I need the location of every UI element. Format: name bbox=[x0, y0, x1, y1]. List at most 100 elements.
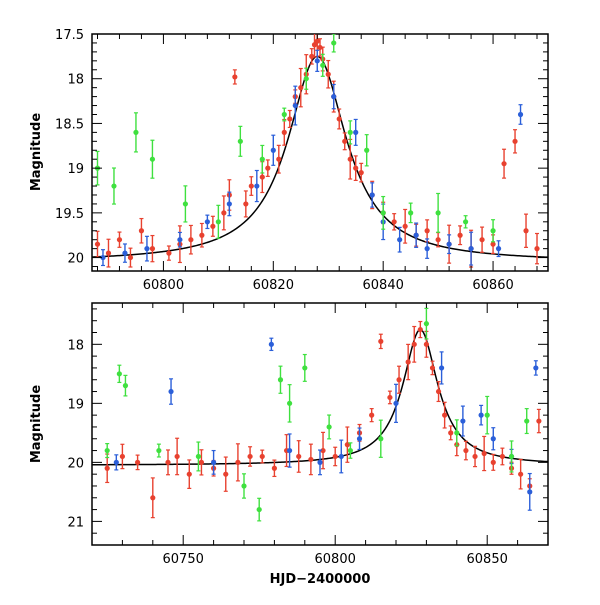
series-2 bbox=[94, 34, 496, 243]
data-point bbox=[336, 116, 342, 122]
data-point bbox=[204, 219, 210, 225]
model-curve bbox=[92, 55, 548, 258]
data-point bbox=[369, 412, 375, 418]
data-point bbox=[104, 465, 110, 471]
data-point bbox=[281, 129, 287, 135]
data-point bbox=[100, 254, 106, 261]
data-point bbox=[248, 183, 254, 189]
top-panel: Magnitude 60800 60820 60840 60860 17.5 18 18.5… bbox=[29, 28, 549, 293]
data-point bbox=[518, 471, 524, 477]
bottom-panel-frame bbox=[91, 302, 549, 546]
data-point bbox=[168, 388, 174, 395]
data-point bbox=[235, 459, 241, 465]
data-point bbox=[182, 201, 188, 207]
data-point bbox=[472, 453, 478, 460]
data-point bbox=[338, 453, 344, 460]
data-point bbox=[391, 219, 397, 225]
data-point bbox=[105, 250, 112, 256]
data-point bbox=[116, 237, 123, 243]
data-point bbox=[127, 254, 134, 261]
data-point bbox=[468, 246, 474, 252]
data-point bbox=[198, 459, 205, 465]
data-point bbox=[413, 232, 419, 238]
data-point bbox=[435, 388, 442, 395]
data-point bbox=[380, 210, 386, 216]
data-point bbox=[303, 76, 309, 82]
x-tick-label: 60800 bbox=[315, 552, 356, 567]
data-point bbox=[122, 383, 129, 389]
data-point bbox=[144, 246, 150, 252]
data-point bbox=[378, 436, 384, 442]
data-point bbox=[347, 447, 353, 454]
data-point bbox=[210, 223, 216, 229]
data-point bbox=[287, 400, 293, 406]
data-point bbox=[211, 459, 217, 465]
data-point bbox=[149, 156, 156, 162]
data-point bbox=[423, 341, 429, 347]
data-point bbox=[512, 138, 518, 144]
data-point bbox=[435, 237, 441, 243]
data-point bbox=[221, 210, 227, 216]
data-point bbox=[241, 483, 247, 489]
data-point bbox=[302, 365, 308, 371]
data-point bbox=[417, 326, 423, 333]
data-point bbox=[116, 371, 122, 377]
data-point bbox=[524, 418, 530, 424]
data-point bbox=[332, 453, 338, 460]
data-point bbox=[188, 237, 194, 243]
data-point bbox=[424, 246, 430, 252]
data-point bbox=[311, 42, 318, 48]
data-point bbox=[94, 241, 101, 247]
data-point bbox=[484, 412, 490, 418]
data-point bbox=[508, 453, 515, 460]
bottom-y-axis-label: Magnitude bbox=[29, 385, 44, 464]
data-point bbox=[259, 174, 265, 180]
data-point bbox=[243, 201, 249, 207]
data-point bbox=[463, 447, 469, 454]
y-tick-label: 19 bbox=[67, 397, 84, 412]
data-point bbox=[501, 161, 507, 167]
data-point bbox=[356, 436, 363, 442]
data-point bbox=[317, 44, 323, 51]
data-point bbox=[387, 394, 393, 401]
data-point bbox=[237, 138, 243, 144]
data-point bbox=[523, 228, 529, 234]
data-point bbox=[259, 156, 265, 162]
data-point bbox=[174, 453, 180, 460]
data-point bbox=[296, 453, 302, 460]
data-point bbox=[326, 424, 332, 430]
data-point bbox=[165, 459, 171, 465]
y-tick-label: 18 bbox=[67, 338, 84, 353]
data-point bbox=[166, 250, 172, 256]
data-point bbox=[442, 412, 448, 418]
x-tick-label: 60860 bbox=[472, 278, 513, 293]
data-point bbox=[276, 156, 282, 162]
data-point bbox=[424, 228, 430, 234]
data-point bbox=[481, 450, 487, 457]
data-point bbox=[331, 94, 337, 100]
data-point bbox=[254, 183, 260, 189]
data-point bbox=[281, 111, 287, 118]
data-point bbox=[320, 447, 326, 454]
data-point bbox=[378, 338, 384, 344]
data-point bbox=[138, 228, 145, 234]
data-point bbox=[353, 129, 359, 135]
data-point bbox=[342, 138, 348, 144]
x-tick-label: 60820 bbox=[253, 278, 294, 293]
data-point bbox=[358, 170, 364, 176]
series-2 bbox=[104, 307, 530, 522]
data-point bbox=[150, 495, 156, 501]
data-point bbox=[247, 453, 253, 460]
data-point bbox=[177, 237, 183, 243]
data-point bbox=[232, 74, 238, 80]
data-point bbox=[156, 447, 162, 454]
data-point bbox=[325, 71, 331, 77]
top-panel-frame bbox=[91, 33, 549, 272]
data-point bbox=[499, 453, 505, 460]
data-point bbox=[457, 232, 463, 238]
data-point bbox=[133, 129, 139, 135]
data-point bbox=[277, 377, 284, 383]
data-point bbox=[454, 430, 460, 436]
series-0 bbox=[104, 320, 542, 519]
data-point bbox=[331, 40, 337, 46]
